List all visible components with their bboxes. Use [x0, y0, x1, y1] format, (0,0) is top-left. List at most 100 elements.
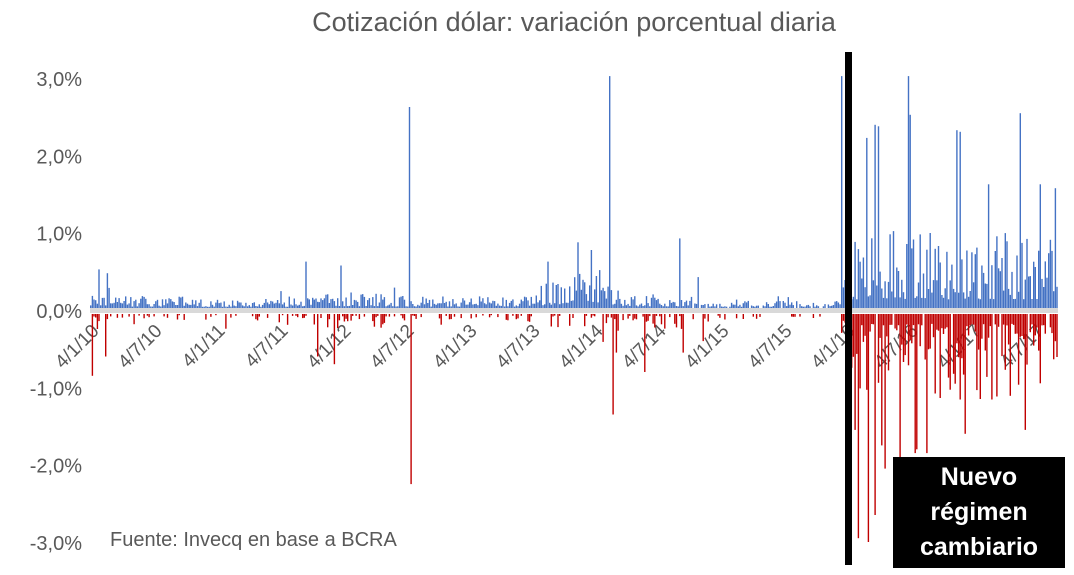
bar-positive — [931, 292, 933, 308]
bar-negative — [1007, 314, 1010, 345]
bar-positive — [897, 271, 900, 308]
bar-positive — [892, 231, 895, 308]
bar-positive — [595, 276, 598, 308]
bar-positive — [236, 300, 239, 308]
bar-positive — [161, 299, 164, 308]
bar-negative — [702, 314, 704, 342]
y-tick-label: 1,0% — [36, 224, 82, 246]
bar-positive — [682, 306, 684, 308]
bar-positive — [367, 300, 369, 308]
bar-negative — [941, 314, 943, 329]
bar-positive — [592, 301, 594, 308]
bar-positive — [251, 303, 254, 308]
bar-positive — [468, 302, 471, 308]
bar-positive — [684, 302, 686, 308]
bar-positive — [210, 301, 212, 308]
bar-positive — [105, 305, 107, 308]
bar-positive — [185, 302, 187, 308]
bar-positive — [590, 250, 593, 308]
bar-positive — [270, 300, 272, 308]
bar-positive — [899, 297, 901, 308]
bar-negative — [363, 314, 366, 317]
bar-positive — [827, 304, 830, 308]
bar-positive — [896, 267, 898, 308]
bar-positive — [482, 298, 484, 308]
bar-positive — [814, 306, 816, 308]
bar-positive — [769, 306, 771, 308]
bar-positive — [562, 303, 564, 308]
bar-positive — [318, 302, 320, 308]
bar-negative — [669, 314, 671, 318]
bar-positive — [537, 302, 539, 308]
bar-positive — [735, 299, 738, 308]
bar-positive — [979, 299, 981, 308]
bar-negative — [997, 314, 1000, 327]
bar-positive — [106, 273, 109, 308]
bar-positive — [518, 303, 521, 308]
bar-negative — [1021, 314, 1023, 336]
bar-positive — [911, 248, 913, 308]
bar-negative — [230, 314, 232, 318]
bar-negative — [864, 314, 866, 336]
bar-negative — [133, 314, 135, 325]
bar-positive — [258, 304, 260, 308]
bar-positive — [677, 306, 679, 308]
bar-negative — [799, 314, 801, 317]
bar-negative — [305, 314, 307, 316]
bar-positive — [876, 285, 878, 308]
bar-positive — [312, 297, 314, 308]
bar-negative — [105, 314, 107, 357]
bar-positive — [982, 272, 985, 308]
bar-negative — [871, 314, 873, 324]
bar-negative — [1001, 314, 1003, 357]
bar-positive — [694, 303, 696, 308]
bar-negative — [842, 314, 845, 321]
bar-positive — [423, 304, 426, 308]
bar-positive — [485, 304, 487, 308]
bar-positive — [609, 76, 611, 308]
bar-negative — [979, 314, 981, 399]
bar-negative — [909, 314, 911, 340]
bar-positive — [822, 306, 825, 308]
bar-negative — [954, 314, 956, 384]
bar-negative — [904, 314, 906, 356]
bar-positive — [956, 130, 958, 308]
bar-positive — [527, 300, 529, 308]
bar-negative — [572, 314, 574, 318]
bar-negative — [1002, 314, 1005, 325]
bar-positive — [665, 306, 668, 308]
bar-positive — [420, 302, 422, 308]
bar-negative — [1006, 314, 1008, 326]
bar-negative — [936, 314, 938, 330]
bar-positive — [700, 304, 703, 308]
bar-positive — [1054, 188, 1057, 308]
bar-positive — [545, 283, 547, 308]
bar-negative — [957, 314, 960, 358]
bar-negative — [445, 314, 447, 316]
bar-positive — [463, 300, 466, 308]
bar-negative — [410, 314, 412, 485]
bar-positive — [353, 299, 356, 308]
bar-negative — [659, 314, 661, 317]
bar-positive — [323, 298, 326, 308]
bar-positive — [816, 305, 818, 308]
bar-positive — [904, 298, 906, 308]
bar-positive — [153, 304, 155, 308]
bar-negative — [917, 314, 920, 325]
bar-positive — [1031, 299, 1033, 308]
bar-negative — [528, 314, 531, 322]
bar-negative — [899, 314, 901, 462]
bar-negative — [95, 314, 97, 318]
bar-positive — [747, 300, 749, 308]
bar-positive — [128, 303, 130, 308]
bar-positive — [817, 306, 820, 308]
y-tick-label: -3,0% — [30, 533, 82, 555]
bar-positive — [1056, 286, 1058, 308]
bar-negative — [886, 314, 888, 337]
bar-positive — [974, 254, 976, 308]
bar-negative — [559, 314, 561, 316]
bar-positive — [570, 300, 573, 308]
bar-positive — [891, 291, 893, 308]
bar-negative — [921, 314, 923, 326]
bar-negative — [590, 314, 593, 318]
